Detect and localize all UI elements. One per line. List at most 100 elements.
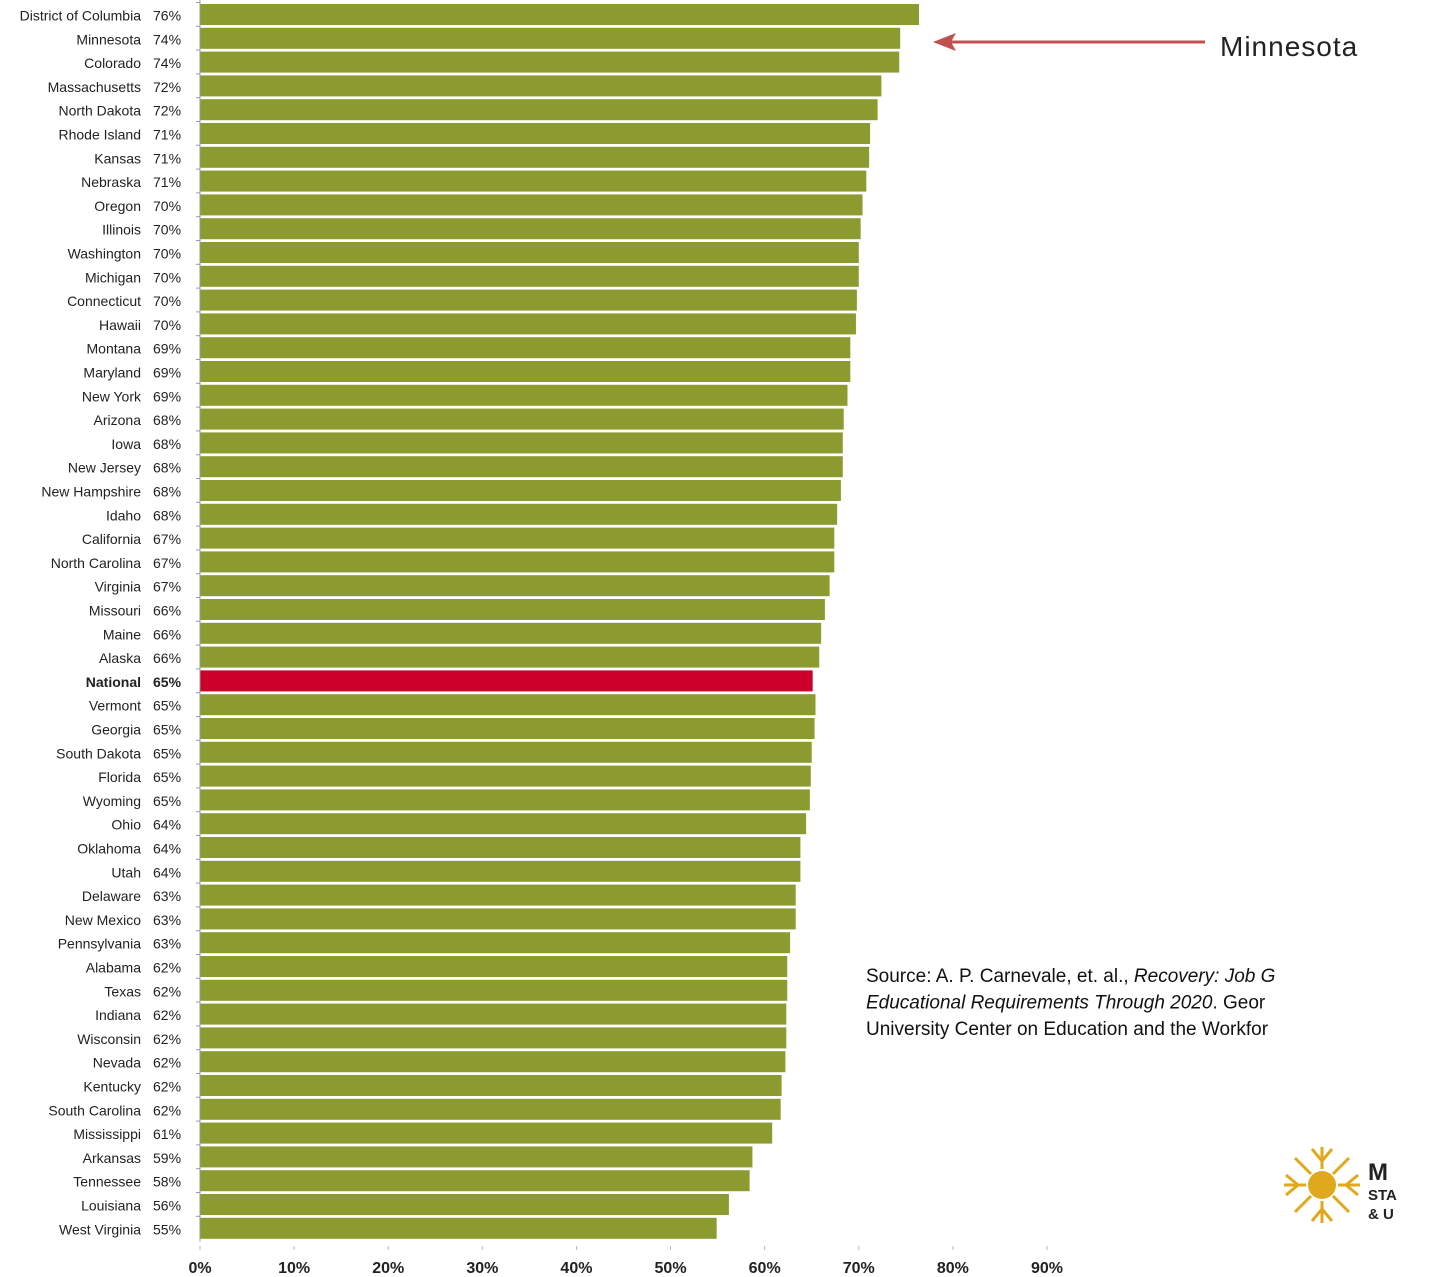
bar bbox=[200, 27, 901, 49]
category-label: Louisiana bbox=[81, 1198, 141, 1214]
bar bbox=[200, 99, 878, 121]
value-label: 74% bbox=[153, 31, 181, 47]
source-line: University Center on Education and the W… bbox=[866, 1019, 1269, 1040]
category-label: Michigan bbox=[85, 269, 141, 285]
category-label: Ohio bbox=[111, 817, 141, 833]
value-label: 67% bbox=[153, 555, 181, 571]
category-label: North Carolina bbox=[51, 555, 141, 571]
value-label: 68% bbox=[153, 436, 181, 452]
source-text: University Center on Education and the W… bbox=[866, 1019, 1269, 1040]
value-label: 68% bbox=[153, 507, 181, 523]
bar bbox=[200, 170, 867, 192]
bar bbox=[200, 146, 870, 168]
bar bbox=[200, 289, 857, 311]
category-label: West Virginia bbox=[59, 1221, 141, 1237]
value-label: 64% bbox=[153, 817, 181, 833]
source-text: Educational Requirements Through 2020 bbox=[866, 993, 1213, 1014]
bar bbox=[200, 4, 920, 25]
value-label: 56% bbox=[153, 1198, 181, 1214]
category-label: Arkansas bbox=[83, 1150, 141, 1166]
annotation: Minnesota bbox=[1220, 31, 1358, 62]
category-label: Maine bbox=[103, 626, 141, 642]
bar bbox=[200, 313, 856, 335]
bar bbox=[200, 432, 843, 454]
bar bbox=[200, 1122, 773, 1144]
category-label: National bbox=[86, 674, 141, 690]
bar bbox=[200, 75, 882, 97]
bar bbox=[200, 789, 810, 811]
logo-text: & U bbox=[1368, 1206, 1394, 1223]
value-label: 63% bbox=[153, 936, 181, 952]
value-label: 69% bbox=[153, 388, 181, 404]
value-label: 61% bbox=[153, 1126, 181, 1142]
source-line: Source: A. P. Carnevale, et. al., Recove… bbox=[866, 966, 1275, 987]
bar bbox=[200, 265, 859, 287]
category-label: Texas bbox=[104, 983, 141, 999]
value-label: 64% bbox=[153, 841, 181, 857]
value-label: 59% bbox=[153, 1150, 181, 1166]
bar bbox=[200, 361, 851, 382]
value-label: 66% bbox=[153, 626, 181, 642]
value-label: 68% bbox=[153, 412, 181, 428]
bar bbox=[200, 456, 843, 478]
bar bbox=[200, 1098, 781, 1120]
bar bbox=[200, 242, 859, 263]
x-tick-label: 20% bbox=[372, 1260, 404, 1277]
value-label: 71% bbox=[153, 174, 181, 190]
category-label: Illinois bbox=[102, 222, 141, 238]
value-label: 65% bbox=[153, 745, 181, 761]
bar bbox=[200, 575, 830, 597]
category-label: Iowa bbox=[111, 436, 141, 452]
x-tick-label: 50% bbox=[655, 1260, 687, 1277]
value-label: 63% bbox=[153, 912, 181, 928]
bar bbox=[200, 1194, 729, 1215]
category-label: Rhode Island bbox=[58, 127, 141, 143]
bar bbox=[200, 123, 871, 144]
bar bbox=[200, 218, 861, 240]
value-label: 74% bbox=[153, 55, 181, 71]
bar bbox=[200, 1027, 787, 1049]
category-label: South Carolina bbox=[48, 1102, 141, 1118]
category-label: Wisconsin bbox=[77, 1031, 141, 1047]
bar bbox=[200, 337, 851, 359]
value-label: 69% bbox=[153, 365, 181, 381]
value-label: 62% bbox=[153, 1031, 181, 1047]
value-label: 65% bbox=[153, 722, 181, 738]
bar bbox=[200, 1170, 750, 1192]
value-label: 70% bbox=[153, 317, 181, 333]
value-label: 65% bbox=[153, 793, 181, 809]
source-text: Source: A. P. Carnevale, et. al., bbox=[866, 966, 1134, 987]
value-label: 62% bbox=[153, 1055, 181, 1071]
logo-text: M bbox=[1368, 1159, 1388, 1186]
value-label: 70% bbox=[153, 246, 181, 262]
category-label: California bbox=[82, 531, 141, 547]
category-label: Washington bbox=[68, 246, 141, 262]
category-label: Utah bbox=[111, 864, 141, 880]
source-text: . Geor bbox=[1212, 993, 1265, 1014]
value-label: 64% bbox=[153, 864, 181, 880]
x-tick-label: 60% bbox=[749, 1260, 781, 1277]
category-label: Idaho bbox=[106, 507, 141, 523]
x-tick-label: 80% bbox=[937, 1260, 969, 1277]
value-label: 62% bbox=[153, 1102, 181, 1118]
value-label: 68% bbox=[153, 484, 181, 500]
value-label: 67% bbox=[153, 531, 181, 547]
value-label: 70% bbox=[153, 293, 181, 309]
category-label: Colorado bbox=[84, 55, 141, 71]
category-label: Kansas bbox=[94, 150, 141, 166]
x-tick-label: 40% bbox=[560, 1260, 592, 1277]
source-line: Educational Requirements Through 2020. G… bbox=[866, 993, 1266, 1014]
category-label: Massachusetts bbox=[48, 79, 141, 95]
value-label: 55% bbox=[153, 1221, 181, 1237]
value-label: 76% bbox=[153, 8, 181, 24]
value-label: 69% bbox=[153, 341, 181, 357]
bar bbox=[200, 1217, 717, 1239]
source-text: Recovery: Job G bbox=[1134, 966, 1276, 987]
bar bbox=[200, 741, 812, 763]
bar bbox=[200, 599, 825, 620]
category-label: South Dakota bbox=[56, 745, 141, 761]
category-label: Georgia bbox=[91, 722, 141, 738]
x-tick-label: 30% bbox=[466, 1260, 498, 1277]
category-label: Alabama bbox=[86, 960, 141, 976]
